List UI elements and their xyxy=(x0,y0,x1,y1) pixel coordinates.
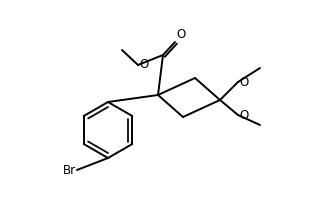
Text: O: O xyxy=(139,58,148,71)
Text: O: O xyxy=(239,75,248,89)
Text: Br: Br xyxy=(63,164,76,176)
Text: O: O xyxy=(176,28,185,41)
Text: O: O xyxy=(239,109,248,122)
